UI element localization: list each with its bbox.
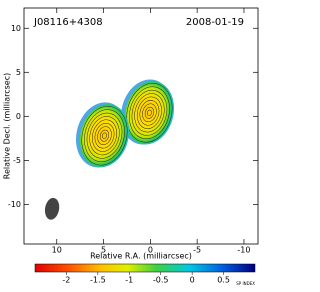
colorbar-label: SP INDEX xyxy=(236,281,255,286)
contour-line xyxy=(129,86,170,140)
y-tick-label: 5 xyxy=(16,68,21,77)
chart: J08116+4308 2008-01-19 Relative R.A. (mi… xyxy=(3,7,259,286)
beam xyxy=(44,197,60,220)
x-tick-label: 0 xyxy=(148,246,153,255)
colorbar-tick-label: -0.5 xyxy=(153,276,169,285)
date: 2008-01-19 xyxy=(186,17,244,28)
contour-line xyxy=(92,119,117,152)
contour-line xyxy=(94,122,115,149)
contour-line xyxy=(126,83,173,143)
x-axis-label: Relative R.A. (milliarcsec) xyxy=(90,252,192,261)
contour-line xyxy=(142,103,157,123)
emission xyxy=(79,104,130,168)
colorbar-tick-label: -2 xyxy=(62,276,70,285)
y-tick-label: 10 xyxy=(11,24,21,33)
colorbar xyxy=(34,263,256,273)
x-tick-label: 10 xyxy=(52,246,62,255)
contour-line xyxy=(139,100,160,126)
emission xyxy=(124,81,175,145)
y-axis-label: Relative Decl. (milliarcsec) xyxy=(3,73,12,179)
contour-line xyxy=(84,109,125,162)
colorbar-tick-label: 0 xyxy=(190,276,195,285)
contour-line xyxy=(102,132,107,139)
x-tick-label: 5 xyxy=(101,246,106,255)
contour-line xyxy=(146,109,152,116)
y-tick-label: -5 xyxy=(13,156,21,165)
contour-line xyxy=(86,112,123,159)
component xyxy=(75,102,130,168)
contour-line xyxy=(144,106,155,119)
x-tick-label: -5 xyxy=(193,246,201,255)
contour-line xyxy=(136,96,162,129)
contour-line xyxy=(97,126,112,145)
y-tick-label: 0 xyxy=(16,112,21,121)
y-tick-label: -10 xyxy=(8,200,21,209)
chart-title: J08116+4308 xyxy=(33,17,103,28)
contour-line xyxy=(89,116,120,156)
colorbar-tick-label: -1.5 xyxy=(90,276,106,285)
colorbar-tick-label: -1 xyxy=(125,276,133,285)
x-tick-label: -10 xyxy=(237,246,250,255)
contour-line xyxy=(81,105,128,166)
colorbar-tick-label: 0.5 xyxy=(217,276,230,285)
contour-line xyxy=(99,129,110,142)
contour-line xyxy=(134,93,165,133)
component xyxy=(120,79,175,145)
